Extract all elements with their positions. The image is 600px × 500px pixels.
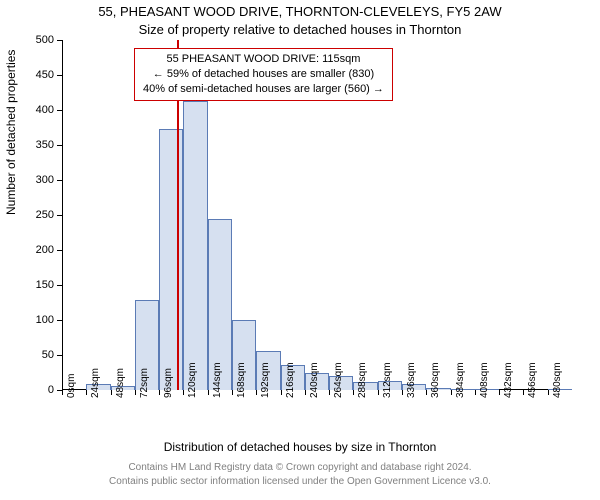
xtick-mark bbox=[402, 390, 403, 395]
xtick-mark bbox=[256, 390, 257, 395]
xtick-mark bbox=[353, 390, 354, 395]
xtick-label: 240sqm bbox=[309, 362, 320, 398]
xtick-mark bbox=[475, 390, 476, 395]
xtick-label: 216sqm bbox=[285, 362, 296, 398]
xtick-mark bbox=[135, 390, 136, 395]
xtick-mark bbox=[378, 390, 379, 395]
histogram-bar bbox=[183, 101, 207, 390]
xtick-mark bbox=[183, 390, 184, 395]
xtick-mark bbox=[159, 390, 160, 395]
ytick-mark bbox=[57, 40, 62, 41]
ytick-label: 0 bbox=[22, 384, 54, 396]
xtick-label: 120sqm bbox=[187, 362, 198, 398]
xtick-label: 0sqm bbox=[66, 374, 77, 398]
annotation-box: 55 PHEASANT WOOD DRIVE: 115sqm ← 59% of … bbox=[134, 48, 393, 101]
xtick-label: 48sqm bbox=[115, 368, 126, 398]
xtick-label: 288sqm bbox=[357, 362, 368, 398]
ytick-mark bbox=[57, 145, 62, 146]
xtick-label: 96sqm bbox=[163, 368, 174, 398]
xtick-label: 192sqm bbox=[260, 362, 271, 398]
xtick-mark bbox=[451, 390, 452, 395]
xtick-mark bbox=[232, 390, 233, 395]
ytick-label: 450 bbox=[22, 69, 54, 81]
xtick-mark bbox=[548, 390, 549, 395]
xtick-mark bbox=[305, 390, 306, 395]
ytick-mark bbox=[57, 320, 62, 321]
ytick-label: 50 bbox=[22, 349, 54, 361]
ytick-mark bbox=[57, 75, 62, 76]
xtick-label: 24sqm bbox=[90, 368, 101, 398]
xtick-label: 264sqm bbox=[333, 362, 344, 398]
xtick-label: 72sqm bbox=[139, 368, 150, 398]
annotation-line-3: 40% of semi-detached houses are larger (… bbox=[143, 82, 384, 97]
xtick-label: 336sqm bbox=[406, 362, 417, 398]
ytick-label: 150 bbox=[22, 279, 54, 291]
ytick-label: 500 bbox=[22, 34, 54, 46]
xtick-label: 360sqm bbox=[430, 362, 441, 398]
y-axis-label: Number of detached properties bbox=[4, 50, 18, 215]
annotation-line-2: ← 59% of detached houses are smaller (83… bbox=[143, 67, 384, 82]
ytick-mark bbox=[57, 215, 62, 216]
y-axis-line bbox=[62, 40, 63, 390]
ytick-label: 300 bbox=[22, 174, 54, 186]
ytick-mark bbox=[57, 110, 62, 111]
ytick-mark bbox=[57, 355, 62, 356]
xtick-label: 456sqm bbox=[527, 362, 538, 398]
xtick-mark bbox=[86, 390, 87, 395]
annotation-line-1: 55 PHEASANT WOOD DRIVE: 115sqm bbox=[143, 52, 384, 67]
xtick-mark bbox=[111, 390, 112, 395]
xtick-mark bbox=[281, 390, 282, 395]
xtick-label: 408sqm bbox=[479, 362, 490, 398]
xtick-label: 144sqm bbox=[212, 362, 223, 398]
xtick-mark bbox=[426, 390, 427, 395]
xtick-mark bbox=[329, 390, 330, 395]
ytick-mark bbox=[57, 180, 62, 181]
ytick-label: 350 bbox=[22, 139, 54, 151]
xtick-label: 384sqm bbox=[455, 362, 466, 398]
xtick-mark bbox=[523, 390, 524, 395]
xtick-label: 480sqm bbox=[552, 362, 563, 398]
footer-line-1: Contains HM Land Registry data © Crown c… bbox=[0, 462, 600, 473]
ytick-mark bbox=[57, 285, 62, 286]
title-line-1: 55, PHEASANT WOOD DRIVE, THORNTON-CLEVEL… bbox=[0, 4, 600, 19]
x-axis-label: Distribution of detached houses by size … bbox=[0, 440, 600, 454]
xtick-mark bbox=[208, 390, 209, 395]
xtick-label: 312sqm bbox=[382, 362, 393, 398]
footer-line-2: Contains public sector information licen… bbox=[0, 476, 600, 487]
chart-container: 55, PHEASANT WOOD DRIVE, THORNTON-CLEVEL… bbox=[0, 0, 600, 500]
xtick-mark bbox=[62, 390, 63, 395]
histogram-bar bbox=[159, 129, 183, 390]
ytick-label: 100 bbox=[22, 314, 54, 326]
ytick-label: 250 bbox=[22, 209, 54, 221]
xtick-label: 168sqm bbox=[236, 362, 247, 398]
ytick-label: 400 bbox=[22, 104, 54, 116]
ytick-label: 200 bbox=[22, 244, 54, 256]
title-line-2: Size of property relative to detached ho… bbox=[0, 22, 600, 37]
xtick-label: 432sqm bbox=[503, 362, 514, 398]
ytick-mark bbox=[57, 250, 62, 251]
xtick-mark bbox=[499, 390, 500, 395]
